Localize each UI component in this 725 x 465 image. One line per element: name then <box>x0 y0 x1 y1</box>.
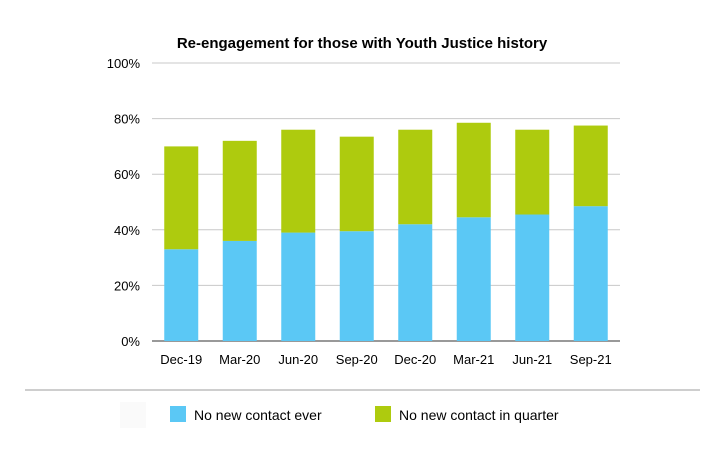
x-tick-label: Mar-21 <box>453 352 494 367</box>
y-tick-label: 20% <box>114 278 140 293</box>
bar-series-1 <box>339 231 374 341</box>
legend-label-series-1: No new contact ever <box>194 407 322 423</box>
x-tick-label: Jun-21 <box>512 352 552 367</box>
y-tick-label: 100% <box>107 56 141 71</box>
x-tick-label: Dec-19 <box>160 352 202 367</box>
legend-placeholder-swatch <box>120 402 146 428</box>
legend-label-series-2: No new contact in quarter <box>399 407 559 423</box>
bar-series-2 <box>398 129 433 225</box>
y-axis-ticks: 0% 20% 40% 60% 80% 100% <box>107 56 141 349</box>
bar-series-2 <box>456 122 491 218</box>
bar-series-1 <box>164 249 199 341</box>
chart-title: Re-engagement for those with Youth Justi… <box>177 35 548 52</box>
legend-swatch-series-2 <box>375 406 391 422</box>
x-tick-label: Dec-20 <box>394 352 436 367</box>
bars <box>164 122 608 341</box>
bar-series-1 <box>398 224 433 341</box>
bar-series-1 <box>573 206 608 341</box>
grid-lines <box>152 62 620 342</box>
bar-series-2 <box>339 136 374 232</box>
bar-series-1 <box>456 217 491 341</box>
y-tick-label: 80% <box>114 112 140 127</box>
bar-series-2 <box>515 129 550 215</box>
bar-series-2 <box>573 125 608 207</box>
bar-series-2 <box>164 146 199 250</box>
y-tick-label: 60% <box>114 167 140 182</box>
x-tick-label: Sep-20 <box>336 352 378 367</box>
bar-series-1 <box>281 232 316 341</box>
bar-series-2 <box>222 140 257 241</box>
bar-series-1 <box>515 214 550 341</box>
x-tick-label: Jun-20 <box>278 352 318 367</box>
y-tick-label: 40% <box>114 223 140 238</box>
legend: No new contact ever No new contact in qu… <box>120 402 559 428</box>
legend-swatch-series-1 <box>170 406 186 422</box>
x-tick-label: Mar-20 <box>219 352 260 367</box>
x-axis-ticks: Dec-19 Mar-20 Jun-20 Sep-20 Dec-20 Mar-21 Jun-… <box>160 352 611 367</box>
y-tick-label: 0% <box>121 334 140 349</box>
x-tick-label: Sep-21 <box>570 352 612 367</box>
bar-series-2 <box>281 129 316 233</box>
bar-series-1 <box>222 240 257 341</box>
